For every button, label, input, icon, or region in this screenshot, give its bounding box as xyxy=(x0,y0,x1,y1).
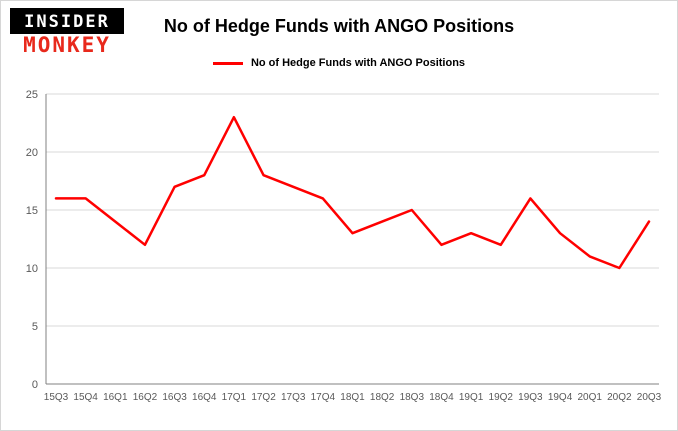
y-tick-label: 10 xyxy=(26,263,38,275)
y-tick-label: 25 xyxy=(26,89,38,101)
x-tick-label: 16Q2 xyxy=(133,392,158,403)
x-tick-label: 20Q2 xyxy=(607,392,632,403)
x-tick-label: 18Q1 xyxy=(340,392,365,403)
y-tick-label: 0 xyxy=(32,379,38,391)
legend-label: No of Hedge Funds with ANGO Positions xyxy=(250,57,466,69)
logo-insider-text: INSIDER xyxy=(10,8,124,34)
x-tick-label: 18Q2 xyxy=(370,392,395,403)
legend-line-swatch xyxy=(212,61,243,65)
chart-legend: No of Hedge Funds with ANGO Positions xyxy=(1,57,677,69)
x-tick-label: 16Q3 xyxy=(162,392,187,403)
hedge-funds-series-line xyxy=(54,115,651,270)
page-title: No of Hedge Funds with ANGO Positions xyxy=(163,16,515,36)
x-tick-label: 19Q1 xyxy=(459,392,484,403)
x-tick-label: 16Q4 xyxy=(192,392,217,403)
x-tick-label: 20Q1 xyxy=(577,392,602,403)
x-tick-label: 18Q3 xyxy=(400,392,425,403)
y-tick-label: 15 xyxy=(26,205,38,217)
logo-monkey-text: MONKEY xyxy=(23,33,111,57)
x-tick-label: 17Q4 xyxy=(311,392,336,403)
x-tick-label: 15Q3 xyxy=(44,392,69,403)
x-tick-label: 19Q2 xyxy=(489,392,514,403)
x-tick-label: 19Q3 xyxy=(518,392,543,403)
x-tick-label: 17Q1 xyxy=(222,392,247,403)
y-tick-label: 5 xyxy=(32,321,38,333)
x-tick-label: 20Q3 xyxy=(637,392,662,403)
x-tick-label: 18Q4 xyxy=(429,392,454,403)
x-tick-label: 15Q4 xyxy=(73,392,98,403)
x-tick-label: 17Q3 xyxy=(281,392,306,403)
x-tick-label: 19Q4 xyxy=(548,392,573,403)
line-chart-canvas: 0 5 10 15 20 25 15Q3 15Q4 16Q1 16Q2 16Q3 16Q4 17Q1 17… xyxy=(26,89,662,403)
x-tick-label: 16Q1 xyxy=(103,392,128,403)
y-tick-label: 20 xyxy=(26,147,38,159)
insider-monkey-logo: INSIDER MONKEY xyxy=(10,8,124,56)
x-tick-label: 17Q2 xyxy=(251,392,276,403)
